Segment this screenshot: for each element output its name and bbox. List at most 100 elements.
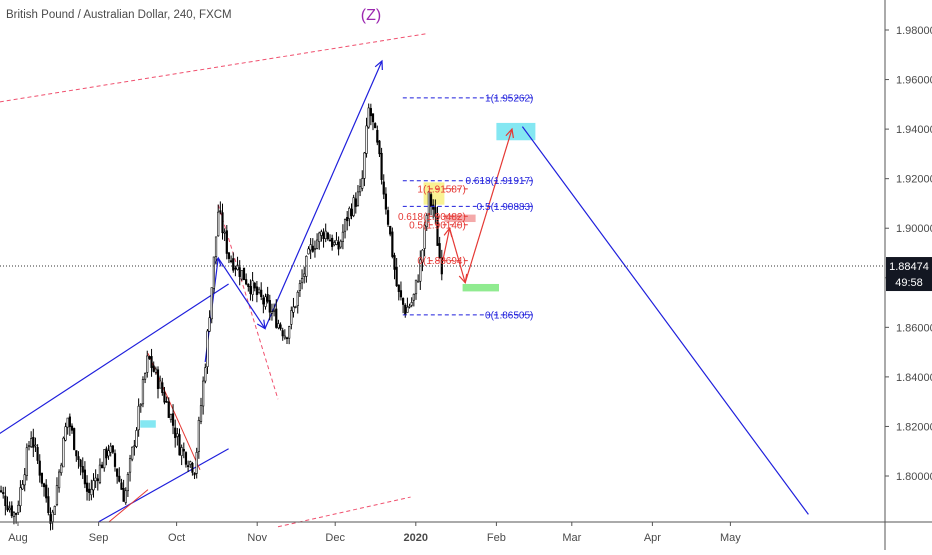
- sell-zone: [444, 214, 476, 223]
- candle-body: [75, 450, 78, 457]
- candle-body: [167, 401, 170, 418]
- candle-body: [242, 267, 246, 281]
- wave-arrow-z: [264, 60, 383, 329]
- fib-level-label: 1(1.91587): [417, 184, 465, 195]
- candle-body: [128, 458, 132, 473]
- candle-body: [64, 426, 67, 441]
- candle-body: [124, 490, 127, 503]
- candle-body: [62, 437, 65, 468]
- candle-body: [264, 296, 267, 307]
- candle-body: [30, 438, 33, 448]
- fib-level-label: 0.5(1.90140): [409, 220, 466, 231]
- candle-body: [260, 289, 263, 297]
- price-tick-label: 1.80000: [896, 471, 932, 483]
- candle-body: [290, 310, 293, 325]
- candle-body: [417, 280, 420, 283]
- candle-body: [103, 449, 106, 469]
- candle-body: [268, 300, 271, 313]
- candle-body: [126, 474, 129, 492]
- candle-body: [197, 419, 200, 452]
- candle-body: [141, 379, 145, 405]
- candle-body: [223, 231, 226, 234]
- candle-body: [45, 484, 48, 499]
- candle-body: [391, 231, 394, 257]
- candle-body: [154, 368, 157, 373]
- candle-body: [210, 287, 213, 320]
- candle-body: [367, 107, 370, 128]
- wave-arrow-z-head: [374, 59, 383, 70]
- fib-level-label: 0(1.88694): [417, 256, 465, 267]
- candle-body: [189, 461, 192, 465]
- candle-body: [206, 330, 209, 368]
- candle-body: [40, 472, 43, 484]
- candle-body: [137, 405, 140, 431]
- candle-body: [397, 284, 400, 292]
- candle-body: [212, 256, 216, 289]
- candle-body: [120, 482, 123, 490]
- candle-body: [85, 482, 89, 492]
- time-tick-label: Mar: [562, 532, 581, 544]
- wave-arrow-down: [217, 257, 266, 329]
- candle-body: [146, 355, 149, 373]
- candle-body: [204, 367, 207, 382]
- candle-body: [399, 290, 403, 298]
- candle-body: [6, 505, 9, 511]
- candle-body: [113, 453, 117, 467]
- price-tick-label: 1.84000: [896, 372, 932, 384]
- candle-body: [361, 178, 364, 189]
- candle-body: [277, 323, 280, 329]
- candle-body: [288, 326, 291, 339]
- candle-body: [116, 468, 119, 477]
- candle-body: [47, 496, 50, 514]
- candle-body: [139, 404, 142, 407]
- candle-body: [272, 310, 276, 312]
- candle-body: [238, 267, 241, 277]
- candle-body: [202, 380, 205, 407]
- time-tick-label: Dec: [325, 532, 345, 544]
- candle-body: [199, 405, 203, 422]
- candle-body: [66, 417, 69, 428]
- fib-level-label: 0.618(1.91917): [466, 176, 534, 187]
- candle-body: [363, 152, 366, 179]
- candle-body: [77, 456, 80, 461]
- candle-body: [318, 232, 321, 242]
- candle-body: [17, 504, 20, 513]
- candle-body: [133, 445, 136, 448]
- candle-body: [68, 416, 71, 428]
- candle-body: [0, 490, 3, 492]
- candle-body: [25, 447, 28, 476]
- candle-body: [180, 447, 183, 456]
- candle-body: [298, 283, 302, 291]
- candle-body: [423, 225, 426, 249]
- candle-body: [49, 514, 52, 524]
- candle-body: [184, 452, 188, 465]
- current-price-label: 1.88474: [889, 261, 929, 273]
- candle-body: [257, 288, 261, 293]
- candle-body: [255, 286, 259, 295]
- candle-body: [348, 208, 351, 219]
- candle-body: [358, 186, 362, 193]
- down-projection-line: [521, 126, 809, 515]
- candle-body: [352, 197, 355, 216]
- projection-arrow-3-head: [505, 127, 514, 139]
- price-tick-label: 1.94000: [896, 124, 932, 136]
- candle-body: [219, 210, 222, 213]
- candle-body: [434, 207, 437, 217]
- time-tick-label: Nov: [247, 532, 267, 544]
- candle-body: [324, 230, 327, 239]
- candle-body: [395, 266, 398, 287]
- candle-body: [174, 427, 177, 439]
- candle-body: [32, 436, 35, 448]
- candle-body: [169, 414, 173, 420]
- candle-body: [283, 335, 286, 339]
- candle-body: [195, 452, 198, 474]
- candle-body: [163, 392, 166, 403]
- fib-level-label: 0.618(1.90482): [398, 212, 466, 223]
- candle-body: [419, 259, 422, 282]
- candle-body: [333, 242, 336, 246]
- candle-body: [380, 152, 383, 180]
- candle-body: [92, 480, 95, 491]
- price-tick-label: 1.90000: [896, 223, 932, 235]
